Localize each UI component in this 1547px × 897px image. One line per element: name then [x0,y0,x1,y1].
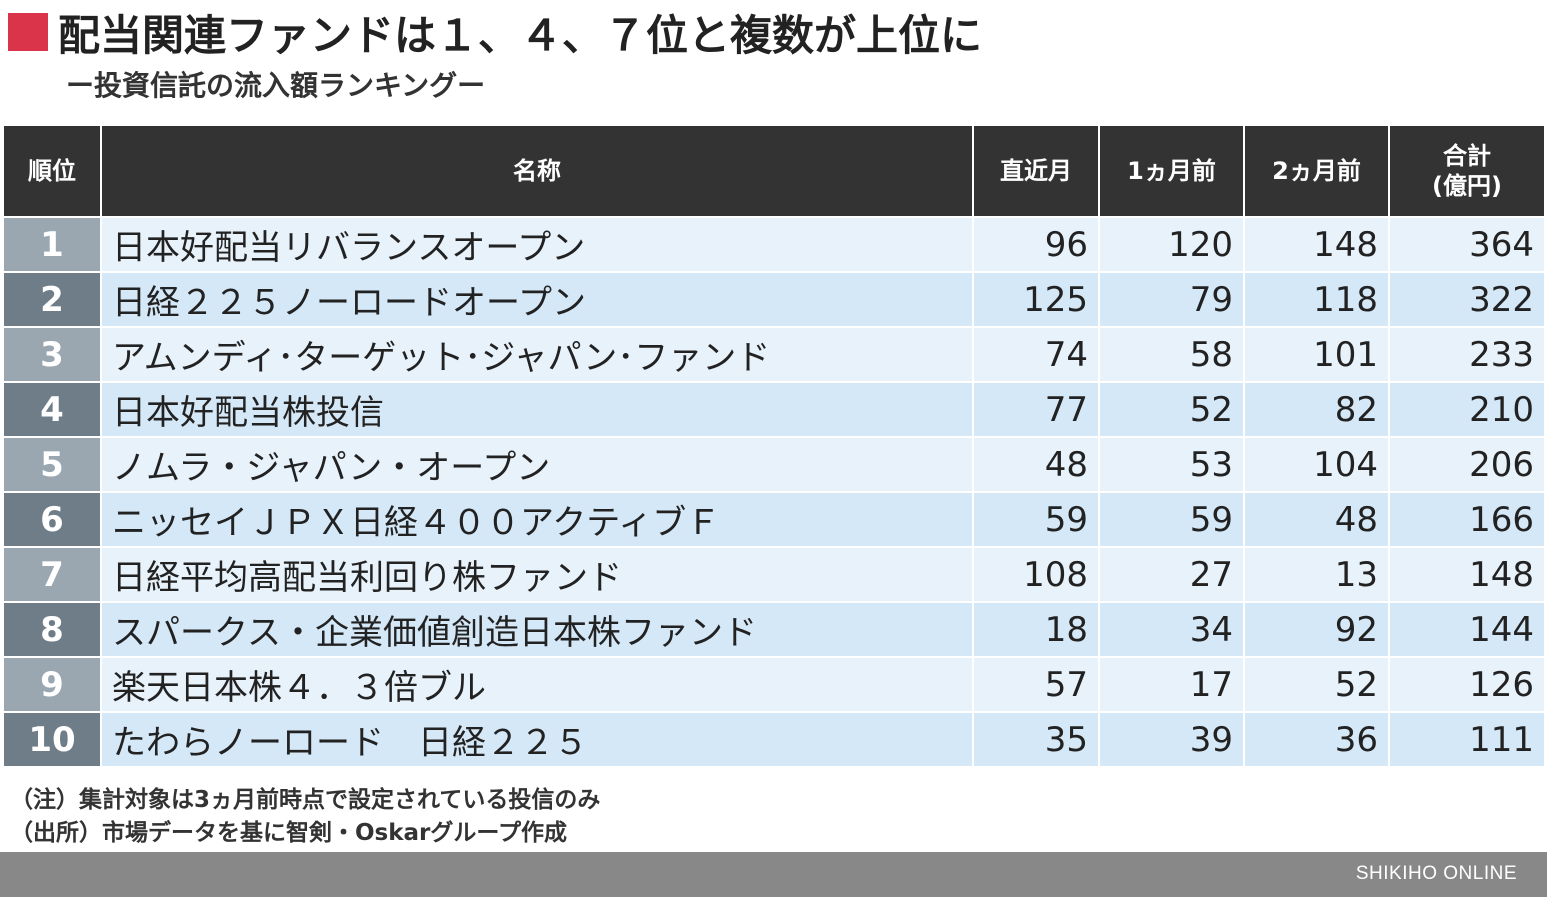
chart-title: 配当関連ファンドは１、４、７位と複数が上位に [58,10,983,60]
fund-name-cell: 楽天日本株４．３倍ブル [102,656,972,711]
chart-subtitle: ー投資信託の流入額ランキングー [66,69,486,102]
latest-value-cell: 57 [974,656,1098,711]
total-value-cell: 144 [1390,601,1544,656]
table-row: 3 アムンディ･ターゲット･ジャパン･ファンド 74 58 101 233 [4,326,1544,381]
table-row: 4 日本好配当株投信 77 52 82 210 [4,381,1544,436]
rank-cell: 2 [4,271,100,326]
footer-bar: SHIKIHO ONLINE [0,852,1547,897]
rank-cell: 8 [4,601,100,656]
one-month-ago-cell: 34 [1100,601,1243,656]
two-months-ago-cell: 48 [1245,491,1388,546]
latest-value-cell: 125 [974,271,1098,326]
two-months-ago-cell: 104 [1245,436,1388,491]
latest-value-cell: 59 [974,491,1098,546]
total-value-cell: 364 [1390,216,1544,271]
table-row: 9 楽天日本株４．３倍ブル 57 17 52 126 [4,656,1544,711]
header-rank: 順位 [4,126,100,216]
one-month-ago-cell: 59 [1100,491,1243,546]
rank-cell: 4 [4,381,100,436]
total-value-cell: 166 [1390,491,1544,546]
note-source: （出所）市場データを基に智剣・Oskarグループ作成 [10,820,568,846]
one-month-ago-cell: 58 [1100,326,1243,381]
header-name: 名称 [102,126,972,216]
two-months-ago-cell: 101 [1245,326,1388,381]
one-month-ago-cell: 52 [1100,381,1243,436]
header-2m-ago: 2ヵ月前 [1245,126,1388,216]
rank-cell: 7 [4,546,100,601]
total-value-cell: 148 [1390,546,1544,601]
latest-value-cell: 18 [974,601,1098,656]
table-header-row: 順位 名称 直近月 1ヵ月前 2ヵ月前 合計 (億円) [4,126,1544,216]
table-body: 1 日本好配当リバランスオープン 96 120 148 364 2 日経２２５ノーロードオープ… [4,216,1544,766]
one-month-ago-cell: 17 [1100,656,1243,711]
rank-cell: 6 [4,491,100,546]
rank-cell: 9 [4,656,100,711]
fund-name-cell: アムンディ･ターゲット･ジャパン･ファンド [102,326,972,381]
fund-name-cell: 日本好配当株投信 [102,381,972,436]
total-value-cell: 210 [1390,381,1544,436]
one-month-ago-cell: 79 [1100,271,1243,326]
table-row: 7 日経平均高配当利回り株ファンド 108 27 13 148 [4,546,1544,601]
fund-name-cell: スパークス・企業価値創造日本株ファンド [102,601,972,656]
table-row: 8 スパークス・企業価値創造日本株ファンド 18 34 92 144 [4,601,1544,656]
total-value-cell: 126 [1390,656,1544,711]
rank-cell: 5 [4,436,100,491]
total-value-cell: 322 [1390,271,1544,326]
header-latest: 直近月 [974,126,1098,216]
fund-name-cell: 日本好配当リバランスオープン [102,216,972,271]
latest-value-cell: 96 [974,216,1098,271]
two-months-ago-cell: 92 [1245,601,1388,656]
fund-name-cell: 日経２２５ノーロードオープン [102,271,972,326]
table-row: 10 たわらノーロード 日経２２５ 35 39 36 111 [4,711,1544,766]
fund-name-cell: たわらノーロード 日経２２５ [102,711,972,766]
fund-name-cell: ニッセイＪＰＸ日経４００アクティブＦ [102,491,972,546]
total-value-cell: 206 [1390,436,1544,491]
table-row: 5 ノムラ・ジャパン・オープン 48 53 104 206 [4,436,1544,491]
latest-value-cell: 48 [974,436,1098,491]
table-row: 6 ニッセイＪＰＸ日経４００アクティブＦ 59 59 48 166 [4,491,1544,546]
two-months-ago-cell: 13 [1245,546,1388,601]
fund-name-cell: 日経平均高配当利回り株ファンド [102,546,972,601]
ranking-table: 順位 名称 直近月 1ヵ月前 2ヵ月前 合計 (億円) 1 日本好配当リバランスオ… [2,126,1546,766]
total-value-cell: 111 [1390,711,1544,766]
fund-name-cell: ノムラ・ジャパン・オープン [102,436,972,491]
table-row: 2 日経２２５ノーロードオープン 125 79 118 322 [4,271,1544,326]
one-month-ago-cell: 53 [1100,436,1243,491]
footer-brand: SHIKIHO ONLINE [1355,863,1517,884]
two-months-ago-cell: 82 [1245,381,1388,436]
two-months-ago-cell: 52 [1245,656,1388,711]
note-target: （注）集計対象は3ヵ月前時点で設定されている投信のみ [10,787,601,813]
header-1m-ago: 1ヵ月前 [1100,126,1243,216]
two-months-ago-cell: 118 [1245,271,1388,326]
two-months-ago-cell: 36 [1245,711,1388,766]
latest-value-cell: 74 [974,326,1098,381]
latest-value-cell: 108 [974,546,1098,601]
one-month-ago-cell: 39 [1100,711,1243,766]
two-months-ago-cell: 148 [1245,216,1388,271]
header-total: 合計 (億円) [1390,126,1544,216]
rank-cell: 3 [4,326,100,381]
rank-cell: 10 [4,711,100,766]
rank-cell: 1 [4,216,100,271]
latest-value-cell: 35 [974,711,1098,766]
one-month-ago-cell: 27 [1100,546,1243,601]
total-value-cell: 233 [1390,326,1544,381]
title-row: 配当関連ファンドは１、４、７位と複数が上位に [8,8,982,60]
table-row: 1 日本好配当リバランスオープン 96 120 148 364 [4,216,1544,271]
title-marker [8,13,48,51]
one-month-ago-cell: 120 [1100,216,1243,271]
latest-value-cell: 77 [974,381,1098,436]
